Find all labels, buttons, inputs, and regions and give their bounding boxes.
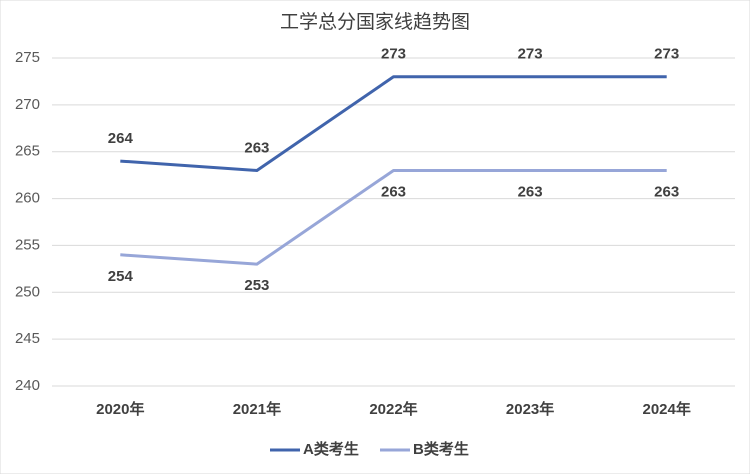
data-label: 273	[518, 46, 543, 63]
y-tick-label: 260	[15, 190, 40, 207]
x-tick-label: 2020年	[96, 400, 144, 418]
series-line	[120, 168, 667, 266]
data-label: 263	[654, 183, 679, 200]
y-tick-label: 275	[15, 49, 40, 66]
y-tick-label: 250	[15, 283, 40, 300]
data-label: 273	[654, 46, 679, 63]
y-tick-label: 240	[15, 377, 40, 394]
y-tick-label: 265	[15, 143, 40, 160]
chart-title: 工学总分国家线趋势图	[280, 11, 470, 33]
legend-label: A类考生	[303, 440, 359, 458]
x-tick-label: 2024年	[643, 400, 691, 418]
data-label: 273	[381, 46, 406, 63]
data-label: 263	[381, 183, 406, 200]
x-tick-label: 2021年	[233, 400, 281, 418]
data-label: 253	[244, 277, 269, 294]
x-tick-label: 2022年	[369, 400, 417, 418]
legend-label: B类考生	[413, 440, 469, 458]
y-tick-label: 255	[15, 236, 40, 253]
y-tick-label: 270	[15, 96, 40, 113]
x-tick-label: 2023年	[506, 400, 554, 418]
y-tick-label: 245	[15, 330, 40, 347]
data-label: 264	[108, 130, 134, 147]
series-line	[120, 75, 667, 172]
data-label: 263	[518, 183, 543, 200]
data-label: 263	[244, 139, 269, 156]
data-label: 254	[108, 268, 134, 285]
